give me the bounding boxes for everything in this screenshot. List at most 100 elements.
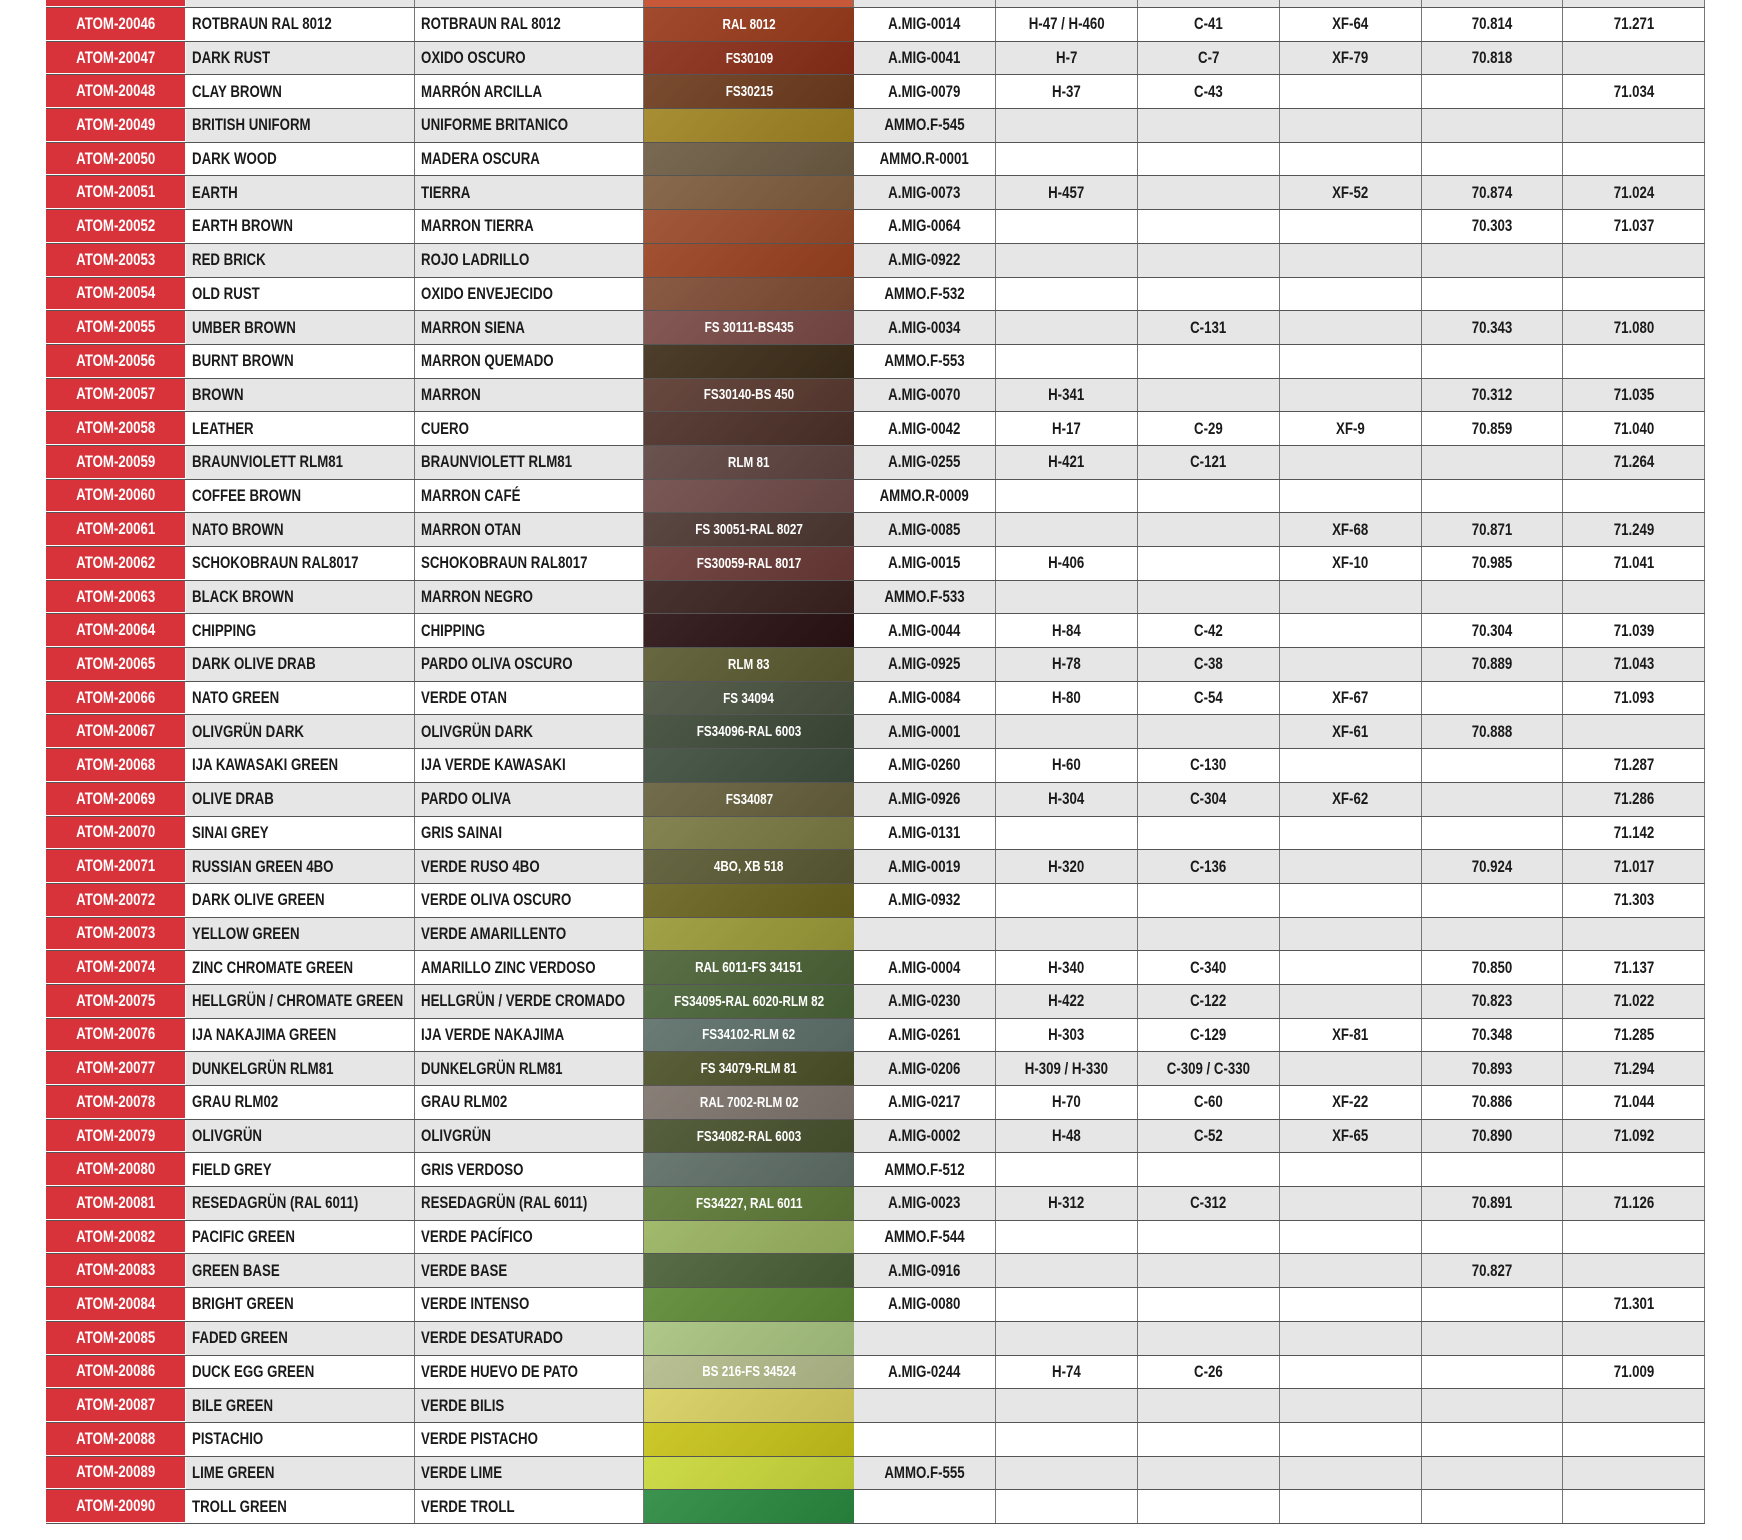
hobby-color-cell: H-80 xyxy=(996,681,1138,715)
c-text: C-43 xyxy=(1194,81,1223,101)
hobby-color-cell: H-340 xyxy=(996,951,1138,984)
table-row: ATOM-20090 TROLL GREEN VERDE TROLL xyxy=(46,1490,1705,1524)
table-row: ATOM-20071 RUSSIAN GREEN 4BO VERDE RUSO 4B… xyxy=(46,850,1705,884)
amig-cell: A.MIG-0079 xyxy=(854,75,996,109)
name-es-text: MARRON TIERRA xyxy=(421,216,534,236)
swatch-cell xyxy=(644,1422,854,1456)
name-en-cell: LEATHER xyxy=(186,412,415,445)
name-en-text: CHIPPING xyxy=(192,620,257,640)
amig-text: A.MIG-0084 xyxy=(888,688,961,708)
model-color-text: 70.874 xyxy=(1471,182,1513,202)
name-es-cell: CHIPPING xyxy=(415,614,644,648)
amig-cell xyxy=(854,1490,996,1523)
amig-text: A.MIG-0023 xyxy=(888,1193,961,1213)
amig-text: A.MIG-0044 xyxy=(888,620,961,640)
name-en-text: NATO GREEN xyxy=(192,688,280,708)
code-cell: ATOM-20072 xyxy=(46,883,186,917)
c-cell xyxy=(1138,1490,1280,1523)
hobby-color-cell: H-303 xyxy=(996,1018,1138,1052)
amig-cell: A.MIG-0244 xyxy=(854,1355,996,1389)
code-text: ATOM-20078 xyxy=(75,1091,156,1111)
tamiya-text: XF-68 xyxy=(1332,519,1369,539)
code-text: ATOM-20050 xyxy=(75,148,156,168)
amig-cell: A.MIG-0014 xyxy=(854,8,996,41)
swatch-cell xyxy=(644,917,854,951)
hobby-color-cell xyxy=(996,210,1138,243)
model-air-cell xyxy=(1563,580,1705,614)
swatch-cell: RAL 7002-RLM 02 xyxy=(644,1086,854,1119)
name-en-text: GREEN BASE xyxy=(192,1260,280,1280)
model-color-text: 70.850 xyxy=(1471,957,1513,977)
hobby-color-cell: H-78 xyxy=(996,648,1138,681)
table-row: ATOM-20063 BLACK BROWN MARRON NEGRO AMMO.F-… xyxy=(46,580,1705,615)
table-row: ATOM-20060 COFFEE BROWN MARRON CAFÉ AMMO.R-… xyxy=(46,479,1705,514)
c-cell: C-26 xyxy=(1138,1355,1280,1389)
c-text: C-26 xyxy=(1194,1361,1223,1381)
name-en-cell: BLACK BROWN xyxy=(186,580,415,614)
model-air-cell xyxy=(1563,917,1705,951)
swatch-text: FS30140-BS 450 xyxy=(703,386,795,404)
c-text: C-130 xyxy=(1190,755,1227,775)
amig-text: A.MIG-0004 xyxy=(888,957,961,977)
model-color-text: 70.303 xyxy=(1471,216,1513,236)
c-cell xyxy=(1138,277,1280,311)
hobby-color-cell xyxy=(996,1422,1138,1456)
model-color-cell xyxy=(1422,1422,1563,1456)
name-en-cell: BILE GREEN xyxy=(186,1389,415,1422)
swatch-cell: FS34095-RAL 6020-RLM 82 xyxy=(644,984,854,1018)
code-cell: ATOM-20070 xyxy=(46,816,186,850)
code-cell: ATOM-20046 xyxy=(46,8,186,41)
c-text: C-38 xyxy=(1194,654,1223,674)
name-es-cell: VERDE OLIVA OSCURO xyxy=(415,883,644,917)
model-color-cell xyxy=(1422,883,1563,917)
code-text: ATOM-20062 xyxy=(75,552,156,572)
code-text: ATOM-20057 xyxy=(75,384,156,404)
amig-text: AMMO.F-555 xyxy=(884,1462,965,1482)
model-air-cell: 71.040 xyxy=(1563,412,1705,445)
hobby-color-cell xyxy=(996,142,1138,176)
model-air-cell xyxy=(1563,1389,1705,1422)
amig-cell: AMMO.F-545 xyxy=(854,109,996,142)
name-en-text: ZINC CHROMATE GREEN xyxy=(192,957,354,977)
model-air-cell: 71.034 xyxy=(1563,75,1705,109)
name-es-cell: VERDE RUSO 4BO xyxy=(415,850,644,883)
tamiya-cell xyxy=(1280,1254,1422,1288)
name-es-text: GRIS SAINAI xyxy=(421,822,503,842)
amig-cell: AMMO.F-544 xyxy=(854,1220,996,1254)
name-es-cell: IJA VERDE NAKAJIMA xyxy=(415,1018,644,1052)
code-cell: ATOM-20089 xyxy=(46,1456,186,1490)
table-row: ATOM-20085 FADED GREEN VERDE DESATURADO xyxy=(46,1321,1705,1356)
name-en-text: EARTH xyxy=(192,182,238,202)
code-cell: ATOM-20051 xyxy=(46,176,186,210)
hobby-color-text: H-422 xyxy=(1048,991,1085,1011)
name-en-text: BRITISH UNIFORM xyxy=(192,115,311,135)
name-en-cell: GRAU RLM02 xyxy=(186,1086,415,1119)
table-row: ATOM-20079 OLIVGRÜN OLIVGRÜN FS34082-RAL 60… xyxy=(46,1119,1705,1154)
code-cell: ATOM-20054 xyxy=(46,277,186,311)
swatch-text: RLM 83 xyxy=(728,655,770,673)
name-es-text: IJA VERDE KAWASAKI xyxy=(421,755,566,775)
amig-text: A.MIG-0070 xyxy=(888,384,961,404)
hobby-color-text: H-320 xyxy=(1048,856,1085,876)
c-cell xyxy=(1138,243,1280,277)
code-cell: ATOM-20066 xyxy=(46,681,186,715)
model-color-cell xyxy=(1422,1220,1563,1254)
model-air-cell: 71.080 xyxy=(1563,311,1705,344)
name-es-text: VERDE AMARILLENTO xyxy=(421,923,567,943)
tamiya-cell xyxy=(1280,1490,1422,1523)
code-cell: ATOM-20062 xyxy=(46,547,186,580)
name-en-cell: GREEN BASE xyxy=(186,1254,415,1288)
code-text: ATOM-20058 xyxy=(75,418,156,438)
amig-text: AMMO.F-532 xyxy=(884,283,965,303)
amig-cell: A.MIG-0044 xyxy=(854,614,996,648)
code-cell: ATOM-20073 xyxy=(46,917,186,951)
model-air-text: 71.142 xyxy=(1613,822,1654,842)
code-text: ATOM-20079 xyxy=(75,1125,156,1145)
model-color-cell xyxy=(1422,681,1563,715)
hobby-color-cell: H-37 xyxy=(996,75,1138,109)
swatch-cell: RLM 83 xyxy=(644,648,854,681)
c-text: C-129 xyxy=(1190,1024,1227,1044)
name-en-text: COFFEE BROWN xyxy=(192,485,302,505)
model-color-cell: 70.348 xyxy=(1422,1018,1563,1052)
swatch-cell xyxy=(644,1321,854,1355)
